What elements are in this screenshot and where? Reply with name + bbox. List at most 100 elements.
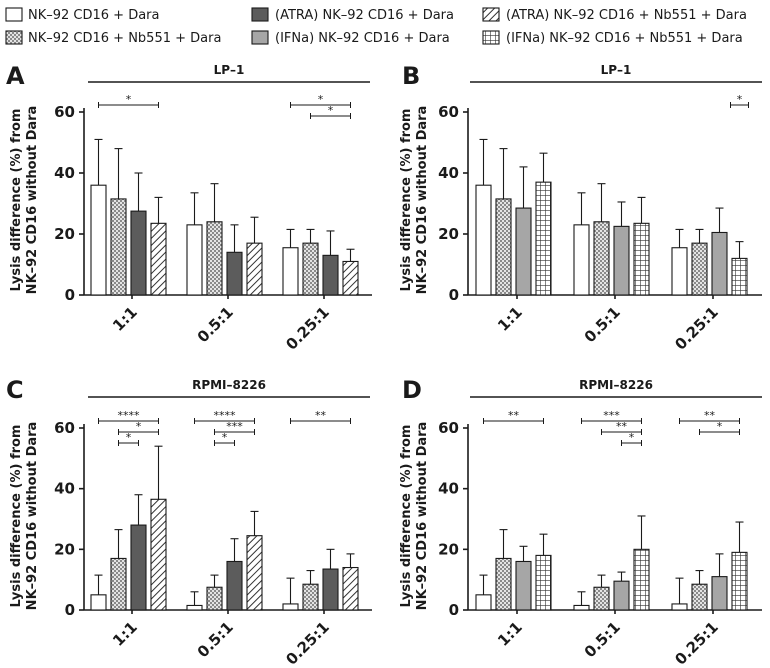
significance-label: *** xyxy=(603,409,620,422)
x-category-label: 1:1 xyxy=(109,618,141,650)
bar xyxy=(593,586,610,611)
significance-label: ** xyxy=(315,409,327,422)
x-category-label: 0.5:1 xyxy=(194,303,237,346)
y-tick-label: 20 xyxy=(54,540,75,558)
legend-label: (IFNa) NK–92 CD16 + Dara xyxy=(275,31,450,46)
legend-swatch xyxy=(251,7,269,22)
significance-label: * xyxy=(222,431,228,444)
x-category-label: 1:1 xyxy=(494,303,526,335)
bar xyxy=(573,224,590,296)
cell-title: RPMI–8226 xyxy=(192,378,266,392)
bar xyxy=(671,603,688,611)
plot-area: 0 20 40 60 1:1 0.5:1 0.25:1 * xyxy=(438,93,762,354)
y-axis-title-line2: NK–92 CD16 without Dara xyxy=(25,422,40,611)
bar xyxy=(613,225,630,296)
significance-label: ** xyxy=(508,409,520,422)
legend-item: (ATRA) NK–92 CD16 + Nb551 + Dara xyxy=(482,7,747,23)
y-tick-label: 60 xyxy=(438,419,459,437)
bar xyxy=(226,560,243,611)
bar xyxy=(475,594,492,611)
significance-label: **** xyxy=(214,409,237,422)
bar xyxy=(246,242,263,296)
significance-label: * xyxy=(737,93,743,106)
y-axis-title-line2: NK–92 CD16 without Dara xyxy=(25,106,40,295)
y-axis-title-line1: Lysis difference (%) from xyxy=(9,109,24,292)
x-category-label: 0.25:1 xyxy=(282,618,333,668)
significance-label: * xyxy=(328,104,334,117)
bar xyxy=(150,222,167,296)
bar xyxy=(731,551,748,611)
panel-letter: D xyxy=(402,376,422,404)
bar xyxy=(495,557,512,611)
y-tick-label: 60 xyxy=(54,103,75,121)
bar xyxy=(130,210,147,296)
legend-item: (IFNa) NK–92 CD16 + Dara xyxy=(251,30,450,46)
bar xyxy=(691,242,708,296)
bar xyxy=(246,535,263,611)
legend-label: NK–92 CD16 + Nb551 + Dara xyxy=(28,31,221,46)
legend-label: (IFNa) NK–92 CD16 + Nb551 + Dara xyxy=(506,31,743,46)
bar xyxy=(593,221,610,296)
panel-a: A LP–1 Lysis difference (%) from NK–92 C… xyxy=(6,62,372,354)
bar xyxy=(633,222,650,296)
legend-item: NK–92 CD16 + Dara xyxy=(5,7,160,23)
legend-item: NK–92 CD16 + Nb551 + Dara xyxy=(5,30,221,46)
bar xyxy=(515,560,532,611)
y-tick-label: 60 xyxy=(54,419,75,437)
y-axis-title-line2: NK–92 CD16 without Dara xyxy=(415,422,430,611)
legend-swatch xyxy=(482,30,500,45)
bar xyxy=(282,247,299,296)
significance-label: ** xyxy=(616,420,628,433)
bar xyxy=(186,224,203,296)
bar xyxy=(495,198,512,296)
y-tick-label: 0 xyxy=(65,601,75,619)
x-category-label: 0.5:1 xyxy=(194,618,237,661)
bar xyxy=(613,580,630,611)
bar xyxy=(90,594,107,611)
legend-swatch xyxy=(5,30,23,45)
legend-swatch xyxy=(482,7,500,22)
legend-label: (ATRA) NK–92 CD16 + Dara xyxy=(275,8,454,23)
bar xyxy=(130,524,147,611)
cell-title: LP–1 xyxy=(601,63,632,77)
x-category-label: 0.5:1 xyxy=(581,618,624,661)
significance-label: **** xyxy=(118,409,141,422)
panel-letter: B xyxy=(402,62,420,90)
panel-letter: C xyxy=(6,376,24,404)
significance-label: * xyxy=(126,431,132,444)
y-axis-title-line2: NK–92 CD16 without Dara xyxy=(415,106,430,295)
legend-label: NK–92 CD16 + Dara xyxy=(28,8,160,23)
bar xyxy=(342,566,359,611)
y-tick-label: 0 xyxy=(449,601,459,619)
y-tick-label: 40 xyxy=(54,164,75,182)
bar xyxy=(110,557,127,611)
bar xyxy=(322,568,339,611)
y-tick-label: 40 xyxy=(54,480,75,498)
bar xyxy=(90,184,107,296)
y-axis-title-line1: Lysis difference (%) from xyxy=(399,425,414,608)
plot-area: 0 20 40 60 1:1 0.5:1 0.25:1 * * * xyxy=(54,93,372,354)
bar xyxy=(342,260,359,296)
y-axis-title-line1: Lysis difference (%) from xyxy=(399,109,414,292)
legend: NK–92 CD16 + Dara (ATRA) NK–92 CD16 + Da… xyxy=(5,7,747,46)
x-category-label: 0.5:1 xyxy=(581,303,624,346)
y-axis-title-line1: Lysis difference (%) from xyxy=(9,425,24,608)
y-tick-label: 60 xyxy=(438,103,459,121)
y-tick-label: 0 xyxy=(65,286,75,304)
bar xyxy=(731,257,748,296)
bar xyxy=(302,242,319,296)
significance-label: * xyxy=(318,93,324,106)
cell-title: LP–1 xyxy=(214,63,245,77)
y-tick-label: 20 xyxy=(54,225,75,243)
panel-c: C RPMI–8226 Lysis difference (%) from NK… xyxy=(6,376,372,668)
bar xyxy=(711,231,728,296)
bar xyxy=(302,583,319,611)
bar xyxy=(322,254,339,296)
bar xyxy=(226,251,243,296)
y-tick-label: 20 xyxy=(438,225,459,243)
bar xyxy=(535,554,552,611)
significance-label: * xyxy=(136,420,142,433)
bar xyxy=(282,603,299,611)
x-category-label: 1:1 xyxy=(494,618,526,650)
